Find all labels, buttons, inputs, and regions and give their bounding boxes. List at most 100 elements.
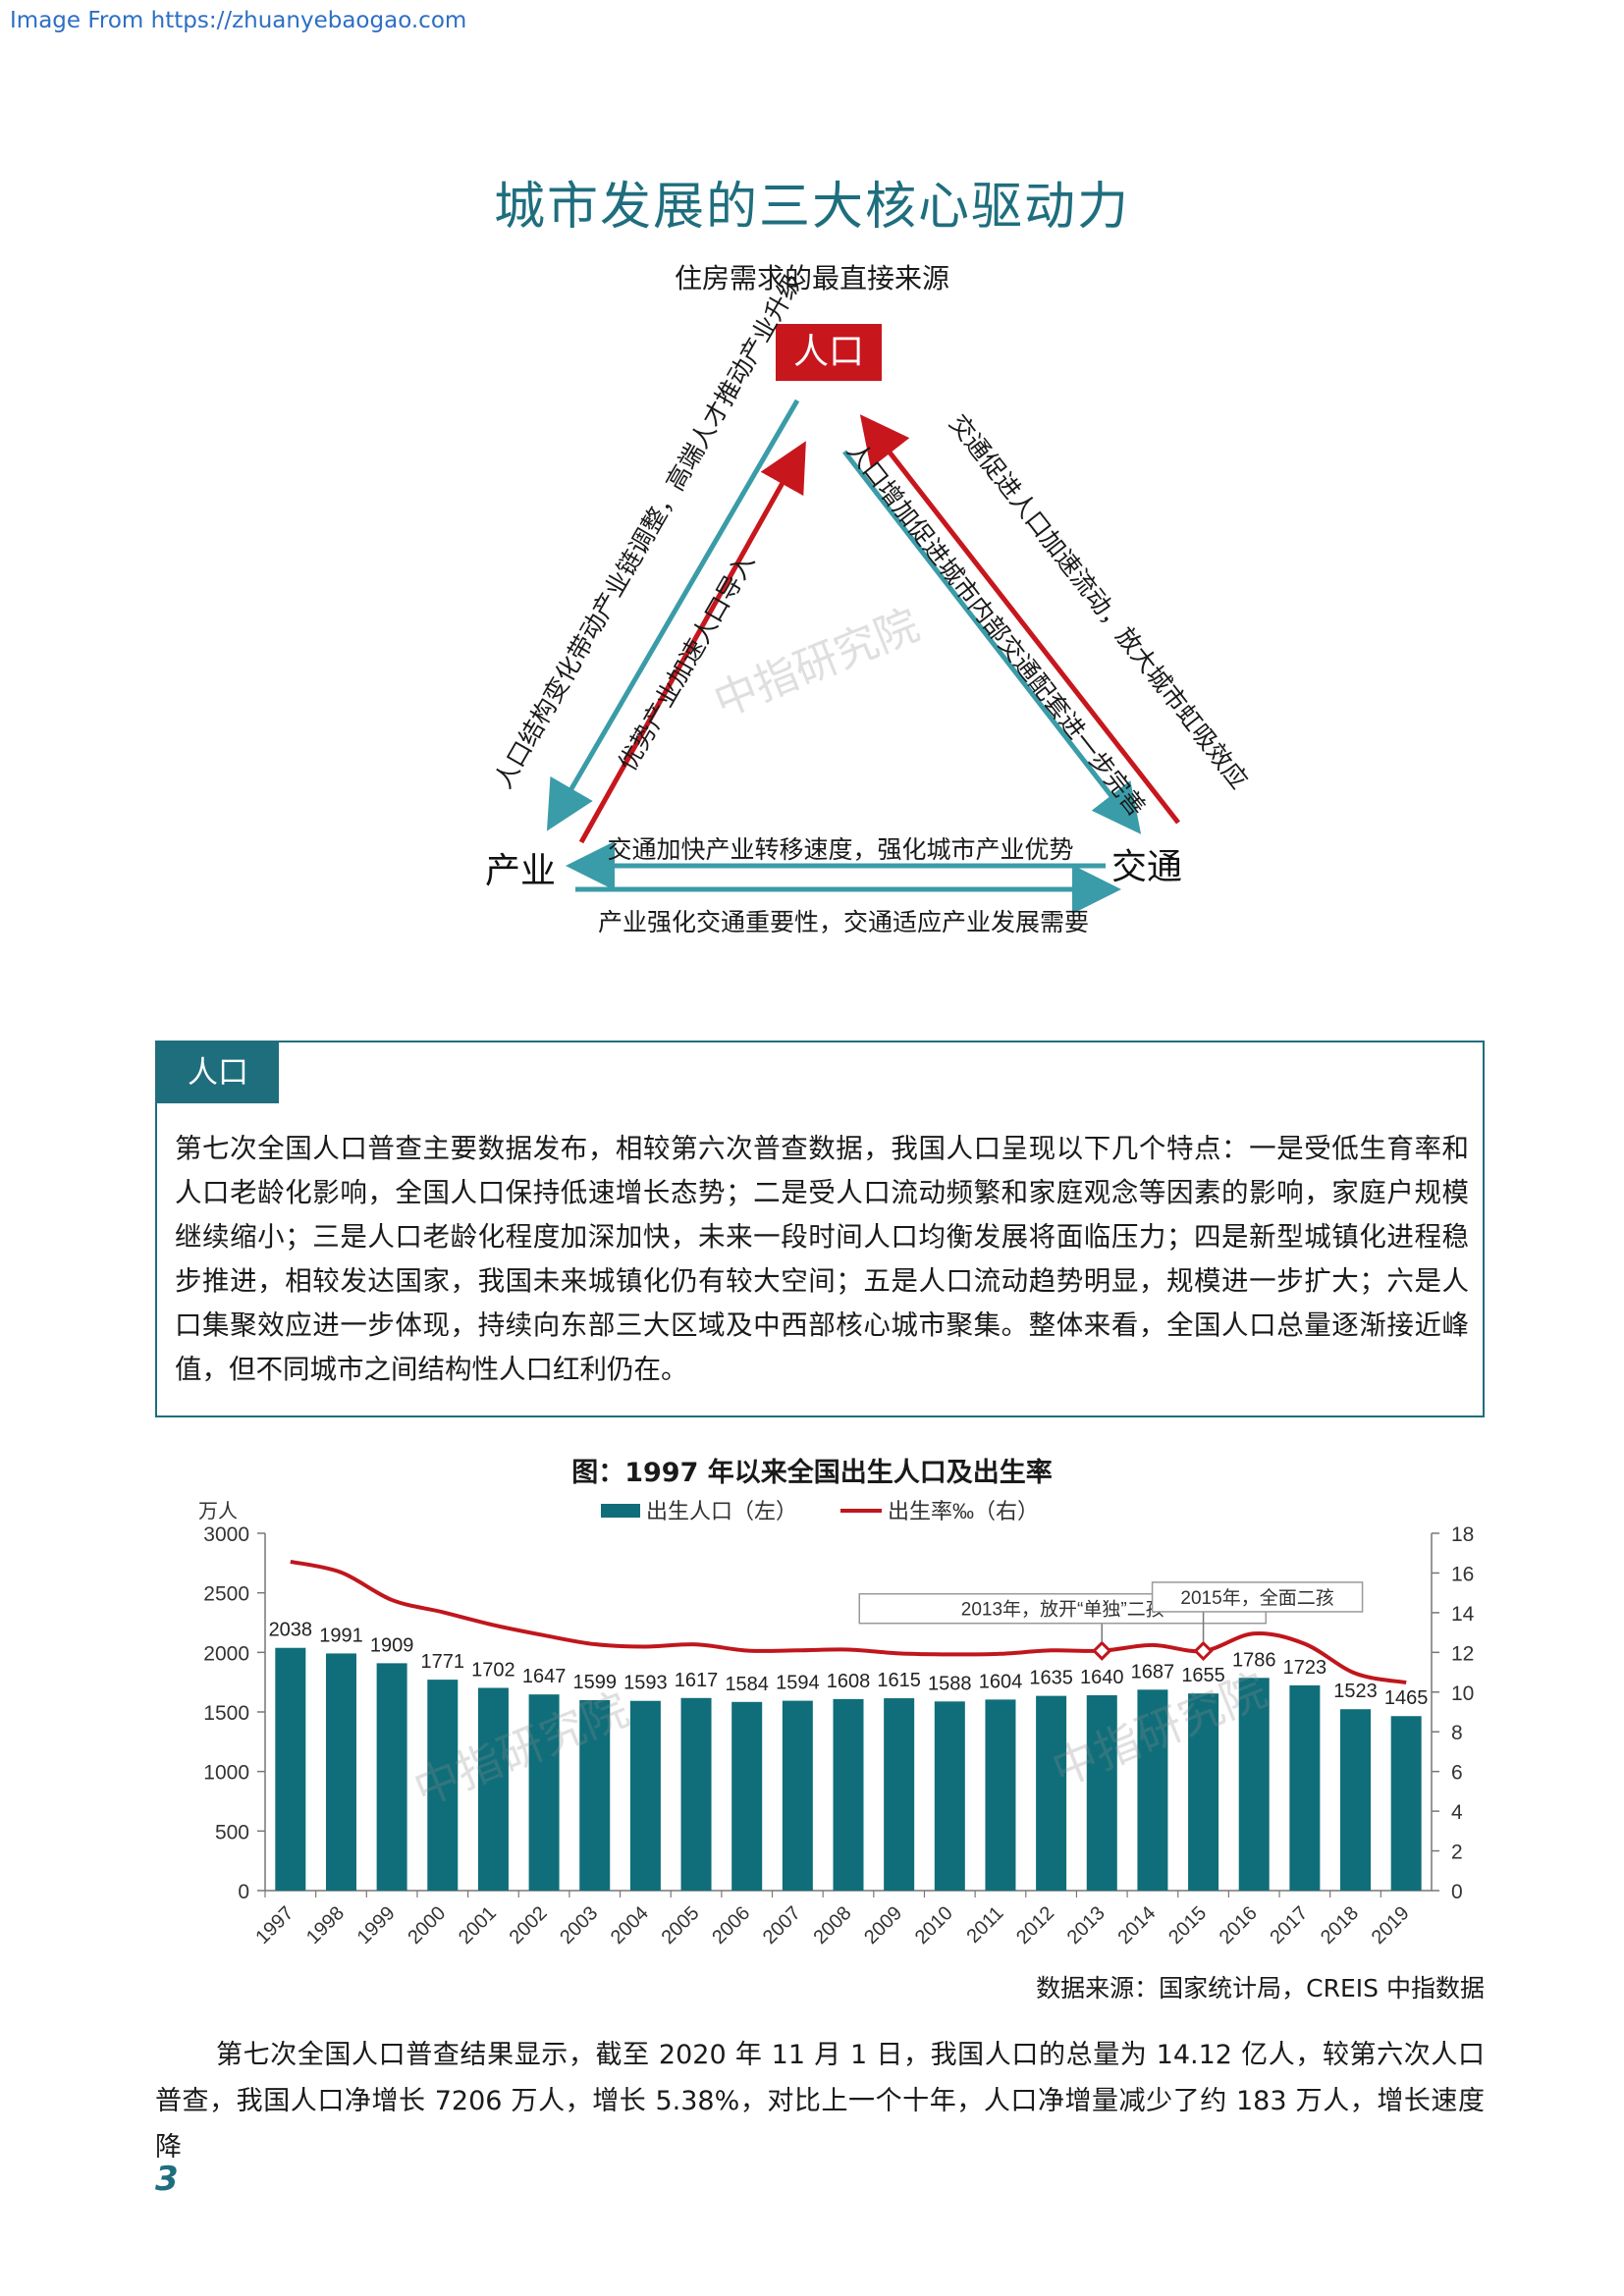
legend-line-label: 出生率‰（右）: [888, 1499, 1039, 1523]
section-tab: 人口: [157, 1042, 279, 1103]
x-tick-label: 2003: [556, 1902, 602, 1949]
bar-value-label: 1909: [370, 1634, 414, 1656]
bar-value-label: 1523: [1333, 1681, 1378, 1702]
arrow-pop-to-industry: [546, 399, 800, 831]
birth-chart: 0 500 1000 1500 2000 2500 3000 0 2 4 6 8 10 12 14 16 18 万…: [198, 1499, 1475, 1949]
bar: [731, 1701, 763, 1891]
chart-title: 图：1997 年以来全国出生人口及出生率: [571, 1458, 1053, 1488]
bar: [1289, 1684, 1321, 1891]
bar-value-label: 1647: [522, 1666, 567, 1687]
legend-bar-label: 出生人口（左）: [646, 1499, 797, 1523]
bar: [1188, 1693, 1219, 1891]
bar: [629, 1700, 661, 1891]
x-tick-label: 2008: [810, 1902, 856, 1949]
x-tick-label: 2007: [759, 1902, 805, 1949]
line-series: [290, 1559, 1407, 1685]
x-tick-label: 2016: [1216, 1902, 1262, 1949]
arrow-pop-to-transport: [842, 450, 1142, 834]
bar-value-label: 1588: [928, 1673, 972, 1694]
bar: [1340, 1709, 1372, 1891]
right-tick-label: 8: [1451, 1722, 1463, 1744]
left-tick-label: 500: [215, 1821, 249, 1843]
source-link[interactable]: Image From https://zhuanyebaogao.com: [10, 8, 467, 33]
bar: [275, 1647, 306, 1891]
right-tick-label: 12: [1451, 1642, 1474, 1665]
bar: [376, 1663, 407, 1891]
x-tick-label: 2006: [708, 1902, 754, 1949]
bar: [477, 1687, 509, 1891]
annotation-text: 2013年，放开“单独”二孩: [961, 1599, 1164, 1621]
x-tick-label: 1998: [302, 1902, 349, 1949]
right-tick-label: 6: [1451, 1762, 1463, 1785]
edge-label-industry-transport: 产业强化交通重要性，交通适应产业发展需要: [597, 908, 1089, 936]
bar-value-label: 1465: [1384, 1687, 1429, 1709]
bar-value-label: 1723: [1283, 1657, 1327, 1679]
x-tick-label: 2000: [404, 1902, 450, 1949]
edge-label-transport-industry: 交通加快产业转移速度，强化城市产业优势: [607, 835, 1074, 864]
x-tick-label: 1997: [251, 1902, 298, 1949]
bar-value-label: 1584: [725, 1674, 769, 1695]
bar: [680, 1697, 712, 1891]
page-title: 城市发展的三大核心驱动力: [493, 178, 1130, 237]
right-tick-label: 10: [1451, 1682, 1474, 1705]
arrow-transport-to-pop: [859, 414, 1180, 825]
bar-value-label: 1593: [623, 1673, 668, 1694]
x-tick-label: 1999: [353, 1902, 400, 1949]
chart-legend: 出生人口（左） 出生率‰（右）: [601, 1499, 1039, 1523]
legend-bar-swatch: [601, 1504, 640, 1518]
annotation-box: [1151, 1581, 1364, 1613]
bar-value-label: 2038: [269, 1620, 313, 1641]
node-transport: 交通: [1111, 847, 1183, 887]
x-tick-label: 2010: [911, 1902, 957, 1949]
bar-value-label: 1594: [776, 1673, 820, 1694]
bar: [325, 1653, 356, 1891]
bar-value-label: 1687: [1131, 1661, 1175, 1682]
page-subtitle: 住房需求的最直接来源: [674, 262, 949, 294]
left-axis-unit: 万人: [198, 1500, 238, 1522]
left-tick-label: 0: [238, 1881, 249, 1903]
x-tick-label: 2014: [1113, 1902, 1160, 1949]
right-tick-label: 16: [1451, 1563, 1474, 1585]
annotation-marker: [1092, 1640, 1112, 1661]
bar-value-label: 1635: [1029, 1668, 1073, 1689]
bar-value-label: 1771: [421, 1651, 465, 1673]
bar: [1390, 1716, 1422, 1891]
data-source: 数据来源：国家统计局，CREIS 中指数据: [1036, 1974, 1485, 2002]
bar: [1086, 1695, 1117, 1891]
x-tick-label: 2012: [1012, 1902, 1058, 1949]
bar: [1036, 1695, 1067, 1891]
body-text: 第七次全国人口普查结果显示，截至 2020 年 11 月 1 日，我国人口的总量…: [155, 2040, 1485, 2163]
bar: [1238, 1678, 1270, 1891]
left-tick-label: 1500: [203, 1702, 249, 1725]
x-tick-label: 2019: [1368, 1902, 1414, 1949]
left-tick-label: 1000: [203, 1762, 249, 1785]
bar-value-label: 1608: [827, 1671, 871, 1692]
page-number: 3: [155, 2160, 179, 2199]
right-tick-label: 4: [1451, 1801, 1463, 1824]
x-tick-label: 2001: [455, 1902, 501, 1949]
node-industry: 产业: [485, 851, 557, 891]
x-tick-label: 2005: [658, 1902, 704, 1949]
node-population: 人口: [776, 324, 882, 381]
left-tick-label: 2000: [203, 1642, 249, 1665]
bar-value-label: 1702: [471, 1659, 515, 1681]
population-section: 人口 第七次全国人口普查主要数据发布，相较第六次普查数据，我国人口呈现以下几个特…: [155, 1041, 1485, 1417]
bar-series: 2038 1991 1909 1771 1702 1647 1599 1593 1617 1584…: [269, 1620, 1429, 1891]
bar: [833, 1698, 864, 1891]
x-tick-label: 2004: [607, 1902, 653, 1949]
annotation-text: 2015年，全面二孩: [1180, 1587, 1333, 1609]
drivers-diagram: 人口 产业 交通 人口结构变化带动产业链调整，高端人才推动产业升级 优势产业加速…: [412, 269, 1253, 962]
x-tick-label: 2018: [1317, 1902, 1363, 1949]
right-tick-label: 2: [1451, 1842, 1463, 1864]
right-tick-label: 18: [1451, 1523, 1474, 1546]
right-tick-label: 0: [1451, 1881, 1463, 1903]
annotation-marker: [1193, 1640, 1214, 1662]
bar-value-label: 1640: [1080, 1667, 1124, 1688]
bar: [884, 1698, 915, 1891]
x-tick-label: 2011: [963, 1902, 1008, 1948]
bar: [985, 1699, 1016, 1891]
diagram-arrows: [546, 399, 1180, 914]
arrow-industry-to-pop: [578, 441, 806, 844]
bar-value-label: 1615: [877, 1670, 921, 1691]
right-tick-label: 14: [1451, 1603, 1475, 1626]
